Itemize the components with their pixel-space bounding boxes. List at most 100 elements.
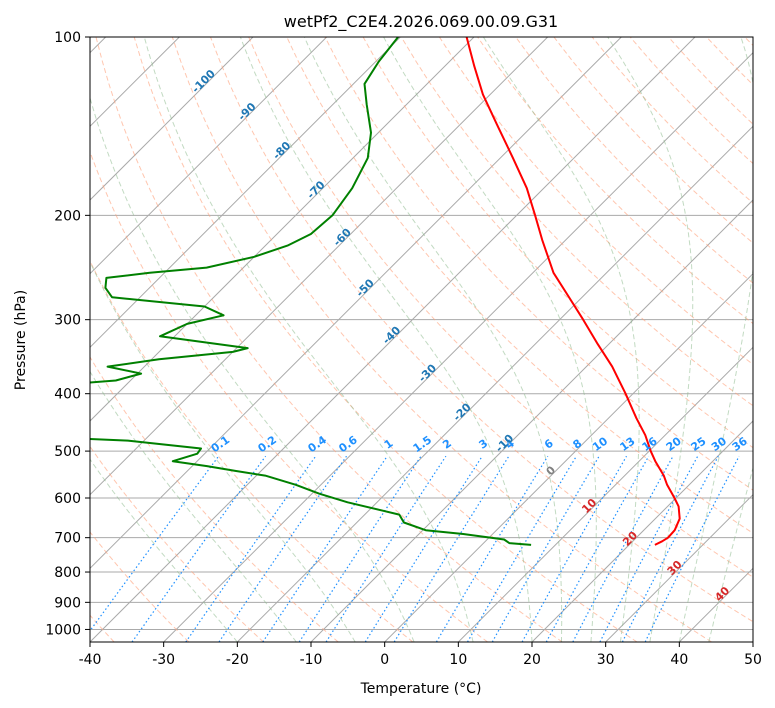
isotherm-label: -20 (451, 400, 474, 423)
y-tick-label: 800 (54, 565, 81, 581)
dry-adiabat-line (95, 37, 563, 642)
dry-adiabat-line (706, 37, 753, 86)
isotherm-line (90, 37, 254, 201)
mixing-ratio-line (491, 455, 600, 642)
x-tick-label: 0 (380, 652, 389, 668)
moist-adiabat-line (90, 260, 356, 642)
x-tick-label: -10 (300, 652, 323, 668)
dry-adiabat-line (248, 37, 753, 578)
dry-adiabat-line (210, 37, 753, 623)
mixing-ratio-line (435, 455, 549, 642)
isotherm-line (384, 272, 753, 642)
dry-adiabat-line (90, 259, 414, 642)
moist-adiabat-line (708, 466, 753, 642)
dry-adiabat-line (668, 37, 753, 125)
mixing-ratio-line (621, 455, 719, 642)
dry-adiabat-line (744, 37, 753, 47)
moist-adiabat-line (143, 37, 474, 642)
moist-adiabat-line (239, 37, 533, 642)
mixing-ratio-label: 1.5 (411, 433, 434, 455)
mixing-ratio-label: 6 (542, 437, 556, 452)
dry-adiabat-line (362, 37, 753, 449)
y-tick-label: 200 (54, 208, 81, 224)
isotherm-line (457, 346, 753, 642)
dewpoint-trace (90, 37, 532, 546)
y-tick-label: 600 (54, 491, 81, 507)
isotherm-line (90, 37, 328, 275)
isotherm-line (531, 420, 753, 642)
tick-layer: -40 -30 -20 -10 0 10 20 30 40 5010020030040050060… (45, 30, 762, 668)
x-tick-label: 20 (523, 652, 541, 668)
x-tick-label: 50 (744, 652, 762, 668)
mixing-ratio-label: 2 (440, 437, 454, 452)
mixing-ratio-line (545, 455, 650, 642)
isotherm-label: -100 (189, 67, 218, 96)
isotherm-label: 30 (665, 558, 685, 578)
x-tick-label: -40 (79, 652, 102, 668)
mixing-ratio-line (521, 455, 628, 642)
isotherm-line (678, 567, 753, 642)
mixing-ratio-label: 0.1 (209, 433, 232, 455)
mixing-ratio-line (393, 455, 510, 642)
dry-adiabat-line (90, 150, 488, 642)
isotherm-line (90, 37, 549, 496)
y-tick-label: 100 (54, 30, 81, 46)
y-tick-label: 400 (54, 387, 81, 403)
moist-adiabat-line (90, 458, 238, 642)
isotherm-line (163, 51, 753, 642)
mixing-ratio-line (131, 455, 267, 642)
isotherm-label: -70 (304, 178, 327, 201)
isotherm-line (236, 125, 753, 642)
mixing-ratio-line (298, 455, 422, 642)
x-tick-label: -30 (152, 652, 175, 668)
x-tick-label: -20 (226, 652, 249, 668)
isotherm-line (90, 37, 622, 570)
isotherm-label: -80 (270, 139, 293, 162)
mixing-ratio-line (185, 455, 317, 642)
y-axis-label: Pressure (hPa) (13, 290, 29, 390)
dry-adiabat-line (90, 445, 264, 642)
moist-adiabat-line (678, 37, 753, 642)
y-tick-label: 700 (54, 531, 81, 547)
dry-adiabat-line (400, 37, 753, 407)
y-tick-label: 300 (54, 313, 81, 329)
y-tick-label: 1000 (45, 622, 81, 638)
y-tick-label: 900 (54, 595, 81, 611)
mixing-ratio-label: 1 (382, 437, 396, 452)
x-axis-label: Temperature (°C) (360, 681, 482, 697)
temperature-trace (465, 37, 681, 546)
moist-adiabat-line (607, 37, 694, 642)
mixing-ratio-line (364, 455, 483, 642)
isotherm-line (752, 641, 753, 642)
isotherm-line (605, 493, 753, 642)
isotherm-line (90, 37, 696, 642)
series-layer (90, 37, 681, 546)
isotherm-line (90, 37, 475, 422)
moist-adiabat-line (303, 37, 563, 642)
dry-adiabat-line (133, 37, 638, 642)
mixing-ratio-line (325, 455, 447, 642)
dry-adiabat-line (90, 356, 339, 642)
dry-adiabat-line (171, 37, 712, 642)
dry-adiabat-line (438, 37, 753, 366)
chart-title: wetPf2_C2E4.2026.069.00.09.G31 (284, 12, 558, 32)
x-tick-label: 40 (670, 652, 688, 668)
mixing-ratio-line (90, 455, 220, 632)
mixing-ratio-line (599, 455, 699, 642)
dry-adiabat-line (591, 37, 753, 204)
y-tick-label: 500 (54, 444, 81, 460)
mixing-ratio-line (466, 455, 577, 642)
moist-adiabat-line (482, 37, 640, 642)
x-tick-label: 30 (597, 652, 615, 668)
x-tick-label: 10 (449, 652, 467, 668)
moist-adiabat-line (383, 37, 597, 642)
isotherm-line (90, 37, 401, 349)
mixing-ratio-line (644, 455, 740, 642)
isotherm-label: -30 (416, 361, 439, 384)
isotherm-label: -60 (331, 226, 354, 249)
mixing-ratio-line (262, 455, 388, 642)
dry-adiabat-line (515, 37, 753, 284)
plot-frame (89, 36, 754, 643)
grid-layer (90, 37, 753, 642)
